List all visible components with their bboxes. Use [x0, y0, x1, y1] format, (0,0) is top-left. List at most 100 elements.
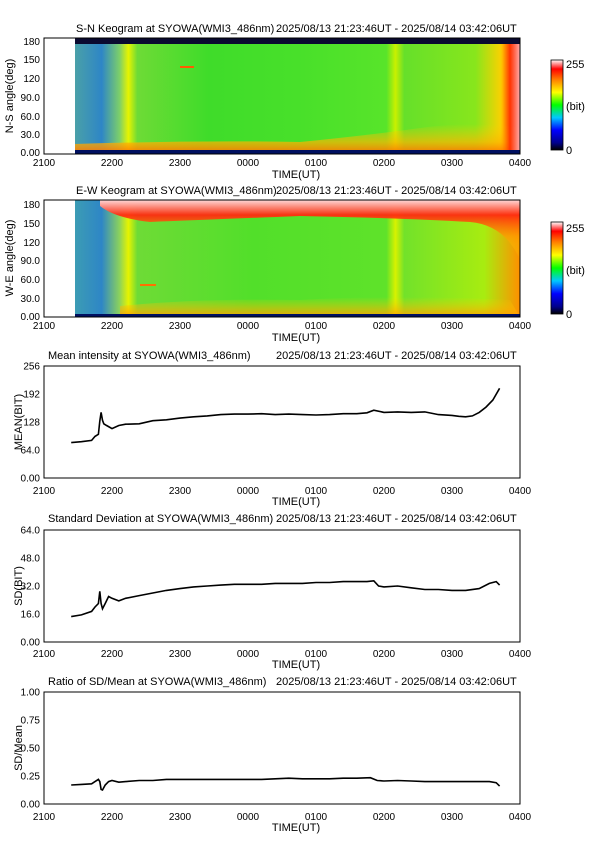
mean-ytick: 256 — [23, 362, 40, 373]
sn-keogram-image — [75, 38, 520, 154]
ratio-ytick: 0.50 — [21, 744, 41, 755]
ratio-xtick: 0200 — [373, 812, 396, 823]
ew-colorbar-gradient — [550, 221, 564, 315]
ratio-panel-ylabel: SD/Mean — [13, 725, 25, 771]
sn-keogram-panel: S-N Keogram at SYOWA(WMI3_486nm) 2025/08… — [4, 23, 585, 181]
sn-keogram-y-ticks: 180 150 120 90.0 60.0 30.0 0.00 — [21, 37, 41, 159]
ratio-xtick: 2100 — [33, 812, 56, 823]
ratio-xtick: 0100 — [305, 812, 328, 823]
ew-ytick: 60.0 — [21, 275, 41, 286]
ratio-panel: Ratio of SD/Mean at SYOWA(WMI3_486nm) 20… — [13, 676, 532, 834]
sn-keogram-xtick: 2300 — [169, 158, 192, 169]
sd-xtick: 0200 — [373, 649, 396, 660]
mean-ytick: 0.00 — [21, 474, 41, 485]
sn-keogram-bottom-glow — [75, 124, 520, 154]
ew-keogram-xtick: 0400 — [509, 321, 532, 332]
ew-keogram-time-range: 2025/08/13 21:23:46UT - 2025/08/14 03:42… — [276, 185, 517, 197]
sn-keogram-xtick: 2100 — [33, 158, 56, 169]
ew-keogram-frame — [43, 199, 521, 318]
sd-xtick: 0000 — [237, 649, 260, 660]
ratio-xtick: 2200 — [101, 812, 124, 823]
mean-panel-xlabel: TIME(UT) — [272, 496, 320, 508]
sd-y-ticks: 64.0 48.0 32.0 16.0 0.00 — [21, 526, 41, 649]
sn-colorbar-unit: (bit) — [566, 101, 585, 113]
sn-colorbar: 255 (bit) 0 — [550, 59, 585, 157]
mean-ytick: 192 — [23, 390, 40, 401]
ew-ytick: 30.0 — [21, 294, 41, 305]
sn-ytick: 120 — [23, 74, 40, 85]
sn-keogram-streak — [180, 66, 194, 68]
ratio-panel-xlabel: TIME(UT) — [272, 822, 320, 834]
mean-series-line — [71, 387, 501, 444]
mean-xtick: 0100 — [305, 486, 328, 497]
sn-keogram-xtick: 0400 — [509, 158, 532, 169]
ratio-ytick: 0.75 — [21, 716, 41, 727]
sd-xtick: 0100 — [305, 649, 328, 660]
sd-xtick: 2100 — [33, 649, 56, 660]
ew-keogram-image — [75, 200, 520, 317]
ew-colorbar-min: 0 — [566, 309, 572, 321]
sn-keogram-right-edge — [500, 38, 520, 154]
ratio-x-ticks: 2100 2200 2300 0000 0100 0200 0300 0400 — [33, 812, 532, 823]
mean-xtick: 2300 — [169, 486, 192, 497]
sn-colorbar-min: 0 — [566, 145, 572, 157]
sn-colorbar-max: 255 — [566, 59, 584, 71]
mean-xtick: 0200 — [373, 486, 396, 497]
ew-keogram-xtick: 0100 — [305, 321, 328, 332]
ew-keogram-y-ticks: 180 150 120 90.0 60.0 30.0 0.00 — [21, 200, 41, 323]
ew-keogram-xtick: 0300 — [441, 321, 464, 332]
ratio-ytick: 1.00 — [21, 688, 41, 699]
mean-panel-time-range: 2025/08/13 21:23:46UT - 2025/08/14 03:42… — [276, 350, 517, 362]
mean-xtick: 0300 — [441, 486, 464, 497]
ew-ytick: 150 — [23, 219, 40, 230]
sd-xtick: 0400 — [509, 649, 532, 660]
mean-y-ticks: 256 192 128 64.0 0.00 — [21, 362, 41, 485]
ew-keogram-bottom-glow — [120, 297, 520, 317]
ew-colorbar-max: 255 — [566, 223, 584, 235]
ew-ytick: 120 — [23, 238, 40, 249]
sd-panel-title: Standard Deviation at SYOWA(WMI3_486nm) — [48, 513, 273, 525]
mean-xtick: 0400 — [509, 486, 532, 497]
mean-xtick: 2200 — [101, 486, 124, 497]
ew-keogram-panel: E-W Keogram at SYOWA(WMI3_486nm) 2025/08… — [4, 185, 585, 344]
sn-colorbar-gradient — [550, 59, 564, 151]
sn-ytick: 90.0 — [21, 93, 41, 104]
sd-ytick: 64.0 — [21, 526, 41, 537]
sn-keogram-xtick: 0100 — [305, 158, 328, 169]
ew-keogram-xtick: 0000 — [237, 321, 260, 332]
sn-keogram-xtick: 0200 — [373, 158, 396, 169]
ew-colorbar-unit: (bit) — [566, 265, 585, 277]
ratio-series-line — [71, 776, 501, 792]
ew-keogram-streak — [140, 284, 156, 286]
sn-keogram-top-band — [75, 38, 520, 44]
ratio-panel-time-range: 2025/08/13 21:23:46UT - 2025/08/14 03:42… — [276, 676, 517, 688]
ratio-panel-title: Ratio of SD/Mean at SYOWA(WMI3_486nm) — [48, 676, 266, 688]
ew-keogram-ylabel: W-E angle(deg) — [4, 220, 16, 297]
ew-keogram-xtick: 0200 — [373, 321, 396, 332]
sn-keogram-xtick: 0300 — [441, 158, 464, 169]
sn-ytick: 30.0 — [21, 130, 41, 141]
ew-keogram-xtick: 2300 — [169, 321, 192, 332]
ew-keogram-xtick: 2200 — [101, 321, 124, 332]
ew-keogram-xtick: 2100 — [33, 321, 56, 332]
ew-keogram-title: E-W Keogram at SYOWA(WMI3_486nm) — [76, 185, 277, 197]
sn-keogram-frame — [43, 37, 521, 155]
mean-panel-ylabel: MEAN(BIT) — [13, 394, 25, 450]
mean-panel: Mean intensity at SYOWA(WMI3_486nm) 2025… — [13, 350, 532, 508]
mean-xtick: 2100 — [33, 486, 56, 497]
sd-series-line — [71, 579, 501, 618]
sn-keogram-bottom-band — [75, 150, 520, 154]
ew-keogram-xlabel: TIME(UT) — [272, 332, 320, 344]
ratio-y-ticks: 1.00 0.75 0.50 0.25 0.00 — [21, 688, 41, 811]
ew-colorbar: 255 (bit) 0 — [550, 221, 585, 321]
sd-ytick: 32.0 — [21, 582, 41, 593]
sd-panel-ylabel: SD(BIT) — [13, 566, 25, 606]
sd-panel-time-range: 2025/08/13 21:23:46UT - 2025/08/14 03:42… — [276, 513, 517, 525]
sn-keogram-xtick: 2200 — [101, 158, 124, 169]
mean-panel-title: Mean intensity at SYOWA(WMI3_486nm) — [48, 350, 251, 362]
ratio-xtick: 2300 — [169, 812, 192, 823]
sn-ytick: 60.0 — [21, 112, 41, 123]
ew-ytick: 180 — [23, 200, 40, 211]
ew-keogram-bottom-band — [75, 314, 520, 317]
sn-keogram-time-range: 2025/08/13 21:23:46UT - 2025/08/14 03:42… — [276, 23, 517, 35]
